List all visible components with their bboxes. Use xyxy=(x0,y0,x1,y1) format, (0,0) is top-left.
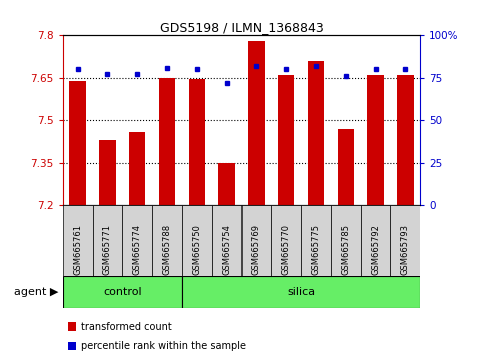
Bar xyxy=(218,163,235,205)
Bar xyxy=(242,205,271,276)
Bar xyxy=(189,79,205,205)
Bar xyxy=(338,129,354,205)
Bar xyxy=(212,205,242,276)
Bar xyxy=(159,78,175,205)
Bar xyxy=(182,205,212,276)
Text: GSM665754: GSM665754 xyxy=(222,224,231,275)
Bar xyxy=(308,61,324,205)
Bar xyxy=(182,276,420,308)
Text: GSM665761: GSM665761 xyxy=(73,224,82,275)
Bar xyxy=(361,205,390,276)
Text: control: control xyxy=(103,287,142,297)
Bar xyxy=(390,205,420,276)
Bar xyxy=(331,205,361,276)
Bar xyxy=(397,75,413,205)
Text: silica: silica xyxy=(287,287,315,297)
Text: GSM665785: GSM665785 xyxy=(341,224,350,275)
Bar xyxy=(278,75,294,205)
Bar xyxy=(63,276,182,308)
Text: GSM665793: GSM665793 xyxy=(401,224,410,275)
Text: GSM665770: GSM665770 xyxy=(282,224,291,275)
Bar xyxy=(368,75,384,205)
Text: GSM665769: GSM665769 xyxy=(252,224,261,275)
Text: GSM665774: GSM665774 xyxy=(133,224,142,275)
Bar xyxy=(70,81,86,205)
Text: GSM665792: GSM665792 xyxy=(371,224,380,275)
Title: GDS5198 / ILMN_1368843: GDS5198 / ILMN_1368843 xyxy=(159,21,324,34)
Text: agent ▶: agent ▶ xyxy=(14,287,58,297)
Bar xyxy=(63,205,93,276)
Text: GSM665771: GSM665771 xyxy=(103,224,112,275)
Bar xyxy=(93,205,122,276)
Bar xyxy=(301,205,331,276)
Bar xyxy=(271,205,301,276)
Text: percentile rank within the sample: percentile rank within the sample xyxy=(81,341,246,351)
Bar xyxy=(129,132,145,205)
Bar xyxy=(99,140,115,205)
Text: GSM665775: GSM665775 xyxy=(312,224,320,275)
Bar xyxy=(152,205,182,276)
Bar xyxy=(248,41,265,205)
Text: GSM665750: GSM665750 xyxy=(192,224,201,275)
Bar xyxy=(122,205,152,276)
Text: GSM665788: GSM665788 xyxy=(163,224,171,275)
Text: transformed count: transformed count xyxy=(81,322,172,332)
